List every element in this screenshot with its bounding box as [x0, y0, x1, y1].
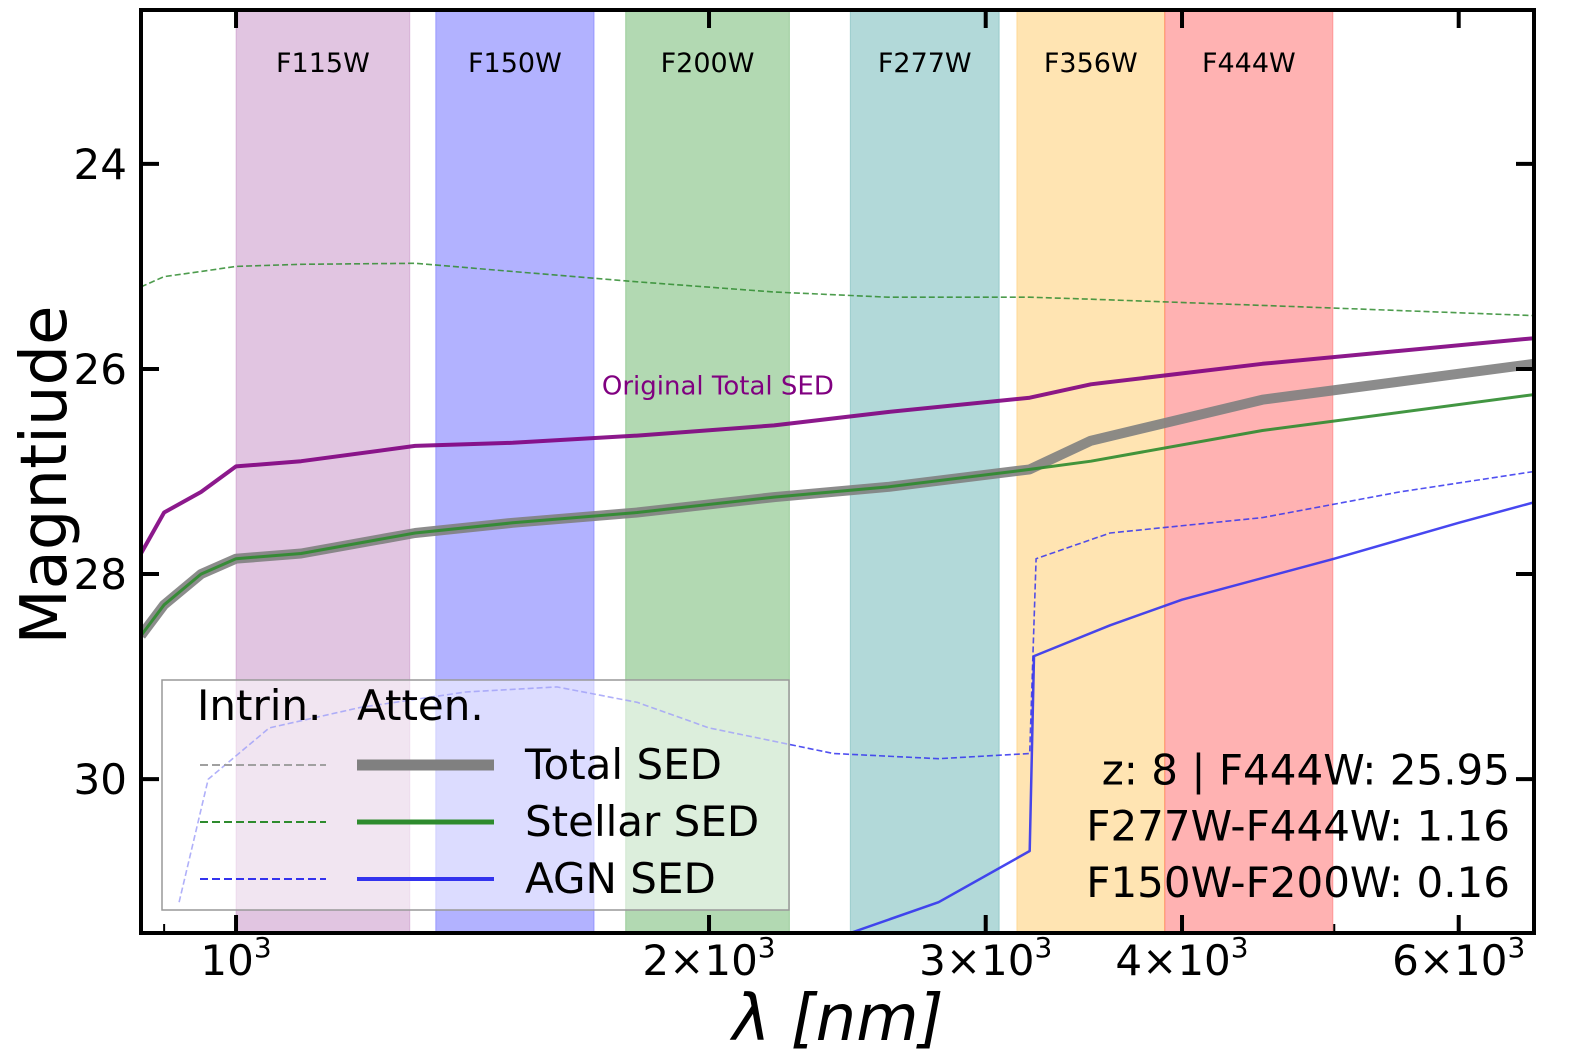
annotations: Original Total SED z: 8 | F444W: 25.95 F27…: [602, 372, 1510, 908]
series-line-stellar-sed-intrinsic: [141, 262, 1534, 317]
filter-band-labels: F115W F150W F200W F277W F356W F444W: [276, 48, 1296, 79]
series-lines: [141, 262, 1534, 933]
x-tick-label-4000: 4×103: [1115, 931, 1248, 985]
x-tick-label-1000: 103: [200, 931, 271, 985]
y-tick-label-28: 28: [74, 550, 127, 599]
legend-label-agn-sed: AGN SED: [525, 854, 716, 903]
legend-label-total-sed: Total SED: [524, 740, 722, 789]
y-axis-label: Magntiude: [8, 305, 82, 644]
legend-header-attenuated: Atten.: [357, 681, 484, 730]
axes: 24 26 28 30 103 2×103 3×103 4×103 6×103: [74, 10, 1534, 985]
filter-label-f115w: F115W: [276, 48, 370, 79]
filter-label-f444w: F444W: [1202, 48, 1296, 79]
y-tick-label-24: 24: [74, 140, 127, 189]
filter-band-f444w: [1164, 10, 1334, 933]
x-axis-label: λ [nm]: [729, 982, 943, 1056]
filter-label-f356w: F356W: [1044, 48, 1138, 79]
filter-label-f150w: F150W: [468, 48, 562, 79]
filter-label-f200w: F200W: [661, 48, 755, 79]
y-tick-label-30: 30: [74, 755, 127, 804]
x-tick-label-6000: 6×103: [1392, 931, 1525, 985]
original-total-sed-label: Original Total SED: [602, 372, 834, 402]
legend-box: [161, 679, 790, 911]
y-tick-label-26: 26: [74, 345, 127, 394]
series-line-agn-sed: [849, 501, 1534, 933]
filter-label-f277w: F277W: [878, 48, 972, 79]
plot-frame: [139, 8, 1536, 935]
series-line-original-total-sed: [141, 336, 1534, 555]
stats-annotation-1: z: 8 | F444W: 25.95: [1102, 745, 1510, 794]
legend-header-intrinsic: Intrin.: [197, 681, 321, 730]
x-tick-label-2000: 2×103: [642, 931, 775, 985]
legend-label-stellar-sed: Stellar SED: [525, 797, 759, 846]
series-line-stellar-sed: [141, 393, 1534, 637]
stats-annotation-3: F150W-F200W: 0.16: [1086, 858, 1510, 907]
legend: Intrin. Atten. Total SED Stellar SED AGN SED: [161, 679, 790, 911]
filter-band-f356w: [1016, 10, 1166, 933]
stats-annotation-2: F277W-F444W: 1.16: [1086, 802, 1510, 851]
x-tick-label-3000: 3×103: [919, 931, 1052, 985]
